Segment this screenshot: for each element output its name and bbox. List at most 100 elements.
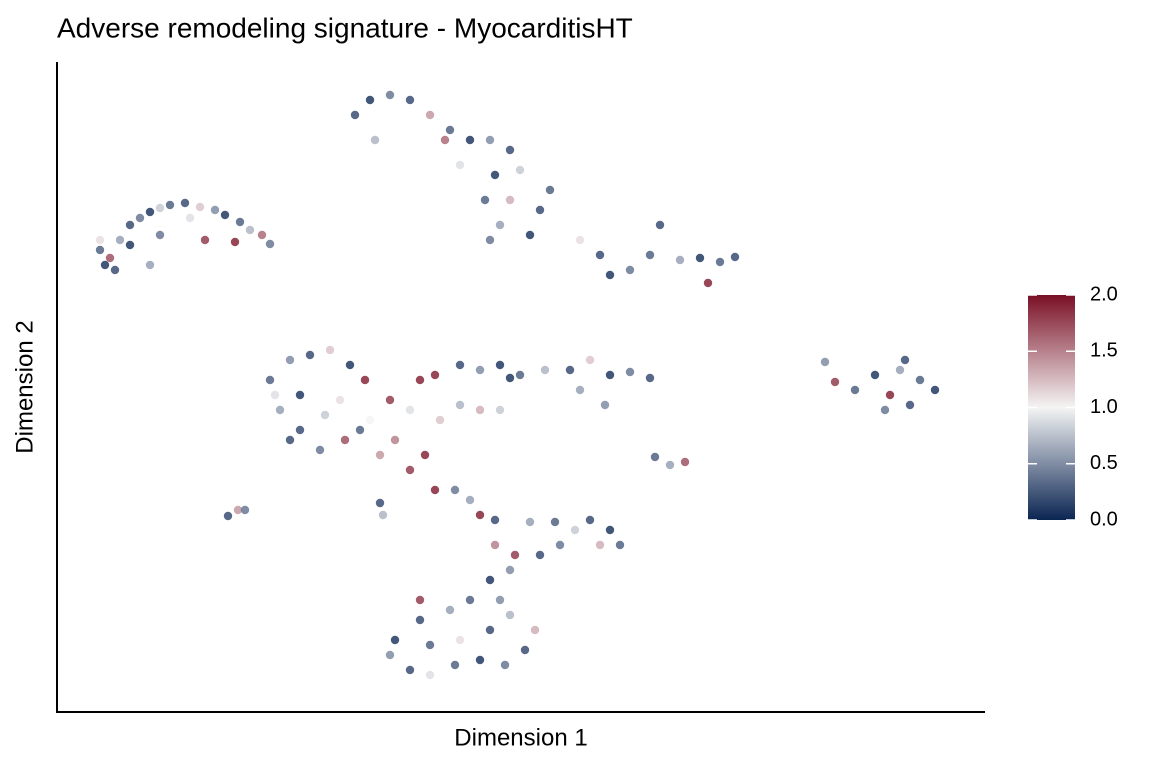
data-point xyxy=(820,357,830,367)
data-point xyxy=(420,450,430,460)
data-point xyxy=(870,370,880,380)
data-point xyxy=(565,365,575,375)
data-point xyxy=(335,395,345,405)
data-point xyxy=(645,250,655,260)
chart-title: Adverse remodeling signature - Myocardit… xyxy=(57,12,633,43)
data-point xyxy=(375,498,385,508)
data-point xyxy=(325,345,335,355)
data-point xyxy=(465,495,475,505)
data-point xyxy=(850,385,860,395)
data-point xyxy=(375,450,385,460)
data-point xyxy=(905,400,915,410)
data-point xyxy=(265,239,275,249)
data-point xyxy=(680,457,690,467)
data-point xyxy=(645,373,655,383)
colorbar-tick-label: 2.0 xyxy=(1090,283,1118,305)
colorbar-tick-label: 1.0 xyxy=(1090,396,1118,418)
x-axis-label: Dimension 1 xyxy=(454,724,587,751)
data-point xyxy=(435,415,445,425)
data-point xyxy=(500,660,510,670)
data-point xyxy=(505,145,515,155)
data-point xyxy=(675,255,685,265)
data-point xyxy=(385,395,395,405)
data-point xyxy=(95,235,105,245)
data-point xyxy=(240,505,250,515)
data-point xyxy=(355,425,365,435)
data-point xyxy=(495,595,505,605)
data-point xyxy=(505,610,515,620)
data-point xyxy=(465,135,475,145)
data-point xyxy=(495,360,505,370)
data-point xyxy=(475,365,485,375)
data-point xyxy=(345,360,355,370)
data-point xyxy=(405,405,415,415)
data-point xyxy=(570,525,580,535)
data-point xyxy=(540,365,550,375)
data-point xyxy=(555,540,565,550)
data-point xyxy=(600,400,610,410)
data-point xyxy=(730,252,740,262)
data-point xyxy=(535,550,545,560)
data-point xyxy=(550,517,560,527)
data-point xyxy=(885,390,895,400)
data-point xyxy=(445,125,455,135)
data-point xyxy=(125,240,135,250)
data-point xyxy=(405,465,415,475)
data-point xyxy=(510,550,520,560)
data-point xyxy=(703,278,713,288)
data-point xyxy=(575,385,585,395)
data-point xyxy=(165,200,175,210)
data-point xyxy=(475,405,485,415)
data-point xyxy=(315,445,325,455)
data-point xyxy=(415,375,425,385)
data-point xyxy=(235,217,245,227)
data-point xyxy=(275,405,285,415)
data-point xyxy=(485,625,495,635)
data-point xyxy=(415,615,425,625)
data-point xyxy=(650,452,660,462)
data-point xyxy=(200,235,210,245)
data-point xyxy=(340,435,350,445)
data-point xyxy=(505,373,515,383)
data-point xyxy=(880,405,890,415)
data-point xyxy=(595,250,605,260)
data-point xyxy=(440,135,450,145)
data-point xyxy=(430,485,440,495)
data-point xyxy=(715,257,725,267)
data-point xyxy=(305,350,315,360)
data-point xyxy=(530,625,540,635)
data-point xyxy=(525,230,535,240)
data-point xyxy=(195,202,205,212)
data-point xyxy=(490,170,500,180)
data-point xyxy=(535,205,545,215)
data-point xyxy=(450,660,460,670)
data-point xyxy=(455,400,465,410)
data-point xyxy=(233,505,243,515)
data-point xyxy=(455,360,465,370)
data-point xyxy=(285,355,295,365)
data-point xyxy=(223,511,233,521)
data-point xyxy=(695,253,705,263)
data-point xyxy=(415,595,425,605)
data-point xyxy=(425,110,435,120)
data-point xyxy=(465,595,475,605)
data-point xyxy=(480,195,490,205)
data-point xyxy=(615,540,625,550)
data-point xyxy=(515,370,525,380)
data-point xyxy=(180,198,190,208)
data-point xyxy=(930,385,940,395)
data-point xyxy=(320,410,330,420)
data-point xyxy=(430,370,440,380)
data-point xyxy=(220,210,230,220)
data-point xyxy=(378,510,388,520)
data-point xyxy=(475,510,485,520)
data-point xyxy=(915,375,925,385)
data-point xyxy=(625,265,635,275)
data-point xyxy=(595,540,605,550)
colorbar-tick-label: 0.5 xyxy=(1090,452,1118,474)
data-point xyxy=(95,245,105,255)
data-point xyxy=(257,230,267,240)
data-point xyxy=(490,515,500,525)
data-point xyxy=(485,235,495,245)
data-point xyxy=(145,207,155,217)
